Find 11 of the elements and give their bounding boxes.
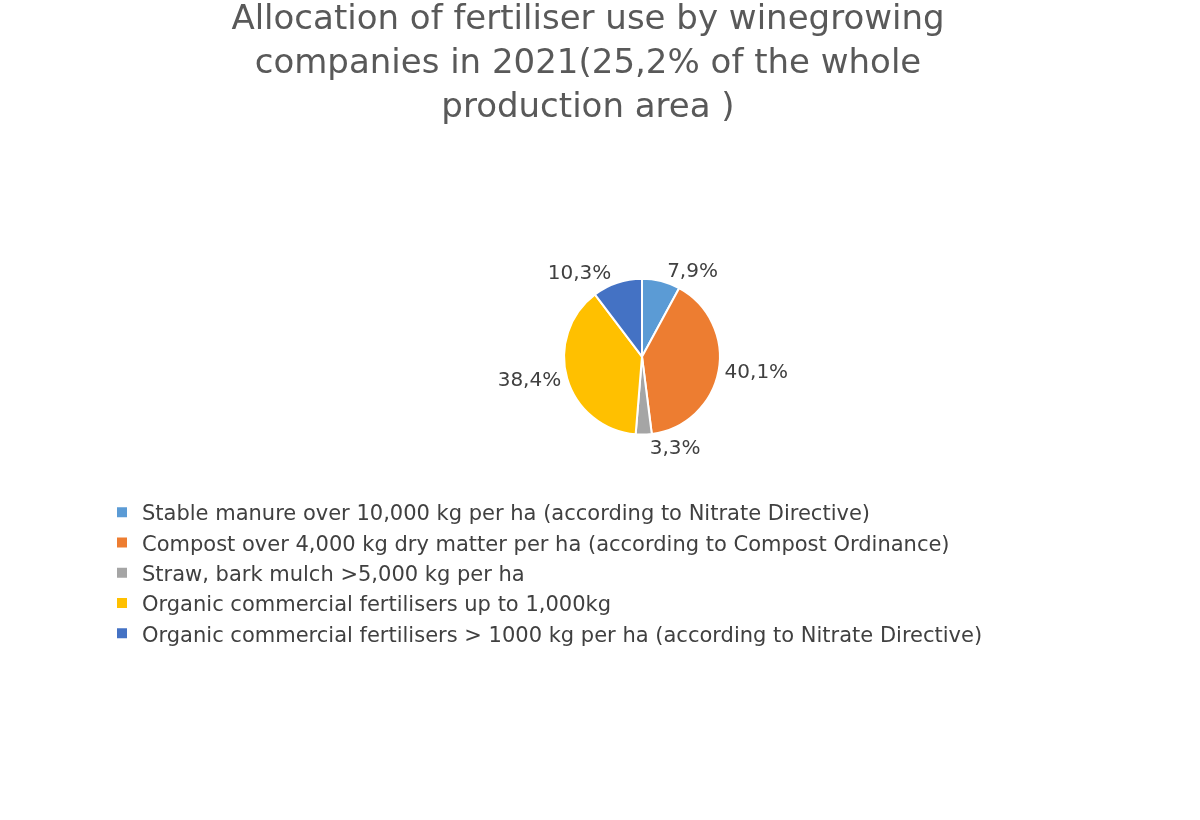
data-label: 38,4% — [497, 367, 562, 392]
legend-label: Organic commercial fertilisers > 1000 kg per ha (according to Nitrate Directive) — [142, 622, 983, 647]
data-label: 10,3% — [547, 260, 612, 285]
legend-label: Stable manure over 10,000 kg per ha (according to Nitrate Directive) — [142, 501, 871, 526]
data-label: 7,9% — [667, 257, 718, 282]
data-label: 3,3% — [649, 434, 701, 459]
legend-label: Organic commercial fertilisers up to 1,000kg — [142, 592, 611, 617]
chart-title: Allocation of fertiliser use by winegrowing companies in 2021(25,2% of the whole production area ) — [231, 0, 945, 126]
legend-label: Straw, bark mulch >5,000 kg per ha — [142, 561, 525, 586]
legend-label: Compost over 4,000 kg dry matter per ha (according to Compost Ordinance) — [142, 531, 950, 556]
data-label: 40,1% — [724, 359, 789, 384]
